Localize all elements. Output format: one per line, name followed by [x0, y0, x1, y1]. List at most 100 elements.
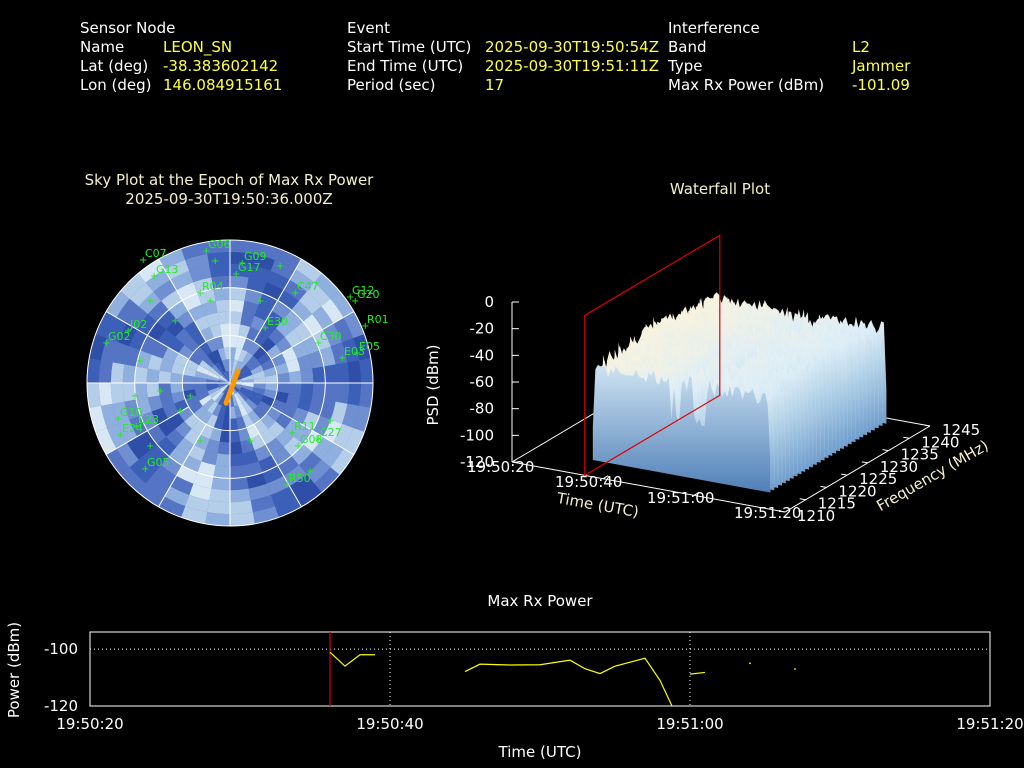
skyplot-cell	[303, 430, 323, 452]
skyplot-cell	[221, 335, 230, 348]
satellite-label: J02	[129, 318, 147, 331]
skyplot-azimuth-line	[105, 406, 189, 455]
skyplot-cell	[206, 374, 219, 381]
skyplot-cell	[212, 349, 222, 363]
skyplot-cell	[227, 371, 230, 383]
skyplot-cell	[126, 436, 148, 460]
skyplot-cell	[230, 441, 243, 455]
skyplot-cell	[268, 328, 285, 345]
skyplot-cell	[194, 383, 207, 390]
skyplot-cell	[246, 472, 267, 489]
event-start-value: 2025-09-30T19:50:54Z	[485, 38, 659, 56]
skyplot-cell	[184, 337, 200, 353]
satellite-label: G05	[147, 456, 170, 469]
skyplot-cell	[297, 395, 313, 412]
skyplot-cell	[277, 456, 299, 476]
skyplot-cell	[235, 392, 246, 404]
skyplot-cell	[206, 383, 219, 388]
skyplot-cell	[283, 436, 304, 457]
skyplot-cell	[170, 383, 184, 394]
power-y-tick-label: -100	[44, 640, 78, 658]
skyplot-cell	[217, 405, 226, 419]
skyplot-cell	[176, 310, 195, 329]
skyplot-cell	[209, 427, 222, 442]
skyplot-cell	[214, 362, 225, 374]
skyplot-cell	[250, 391, 264, 401]
skyplot-cell	[185, 359, 200, 371]
skyplot-cell	[168, 446, 189, 466]
skyplot-cell	[274, 362, 289, 375]
skyplot-cell	[209, 367, 221, 378]
waterfall-freq-tick-label: 1210	[797, 507, 835, 525]
waterfall-time-tick	[602, 475, 609, 480]
skyplot-cell	[209, 388, 221, 399]
skyplot-cell	[138, 291, 162, 315]
skyplot-cell	[230, 465, 247, 479]
skyplot-cell	[230, 287, 247, 301]
skyplot-azimuth-line	[271, 311, 355, 360]
satellite-label: E24	[122, 422, 143, 435]
power-point	[794, 668, 796, 670]
skyplot-cell	[252, 370, 266, 379]
skyplot-cell	[175, 328, 192, 345]
skyplot-cell	[222, 372, 230, 383]
skyplot-cell	[182, 374, 195, 383]
skyplot-cell	[333, 317, 354, 343]
skyplot-cell	[193, 472, 214, 489]
skyplot-cell	[274, 391, 289, 404]
power-title: Max Rx Power	[487, 592, 593, 610]
skyplot-azimuth-line	[158, 258, 207, 342]
skyplot-cell	[218, 393, 226, 406]
skyplot-cell	[199, 360, 212, 372]
skyplot-cell	[230, 347, 237, 360]
skyplot-cell	[193, 405, 208, 420]
satellite-label: C27	[320, 426, 342, 439]
skyplot-cell	[194, 376, 207, 383]
skyplot-cell	[270, 259, 296, 280]
skyplot-cell	[188, 444, 206, 462]
skyplot-cell	[134, 383, 148, 400]
skyplot-cell	[129, 329, 148, 351]
skyplot-cell	[265, 310, 284, 329]
skyplot-cell	[151, 341, 169, 359]
skyplot-cell	[219, 323, 230, 337]
waterfall-z-tick-label: -80	[470, 400, 495, 418]
skyplot-cell	[191, 331, 207, 347]
waterfall-z-tick-label: -100	[460, 426, 494, 444]
skyplot-cell	[298, 291, 322, 315]
waterfall-row	[592, 364, 771, 493]
sensor-lon-value: 146.084915161	[163, 76, 283, 94]
skyplot-cell	[234, 347, 243, 361]
skyplot-cell	[250, 494, 275, 513]
skyplot-cell	[158, 370, 172, 383]
skyplot-cell	[253, 376, 266, 383]
satellite-marker: +	[353, 348, 361, 359]
waterfall-freq-tick	[861, 461, 868, 464]
skyplot-cell	[200, 424, 214, 439]
waterfall-freq-tick	[903, 436, 910, 439]
skyplot-cell	[230, 335, 239, 348]
skyplot-cell	[244, 461, 263, 477]
skyplot-cell	[323, 383, 338, 402]
satellite-marker: +	[139, 255, 147, 266]
skyplot-cell	[215, 453, 230, 467]
skyplot-cell	[209, 488, 230, 503]
skyplot-cell	[335, 362, 350, 383]
waterfall-freq-tick	[923, 424, 931, 427]
skyplot-cell	[200, 327, 214, 342]
power-line	[329, 651, 375, 667]
waterfall-time-marker	[584, 234, 721, 477]
skyplot-cell	[153, 279, 177, 301]
skyplot-cell	[265, 383, 278, 392]
skyplot-cell	[230, 311, 243, 325]
skyplot-cell	[129, 415, 148, 437]
skyplot-cell	[221, 418, 230, 431]
skyplot-cell	[170, 271, 194, 291]
skyplot-cell	[242, 450, 259, 466]
skyplot-cell	[242, 338, 254, 353]
skyplot-cell	[253, 383, 266, 390]
satellite-marker: +	[246, 436, 254, 447]
event-period-value: 17	[485, 76, 505, 94]
skyplot-cell	[116, 298, 139, 324]
waterfall-freq-tick-label: 1240	[921, 433, 959, 451]
